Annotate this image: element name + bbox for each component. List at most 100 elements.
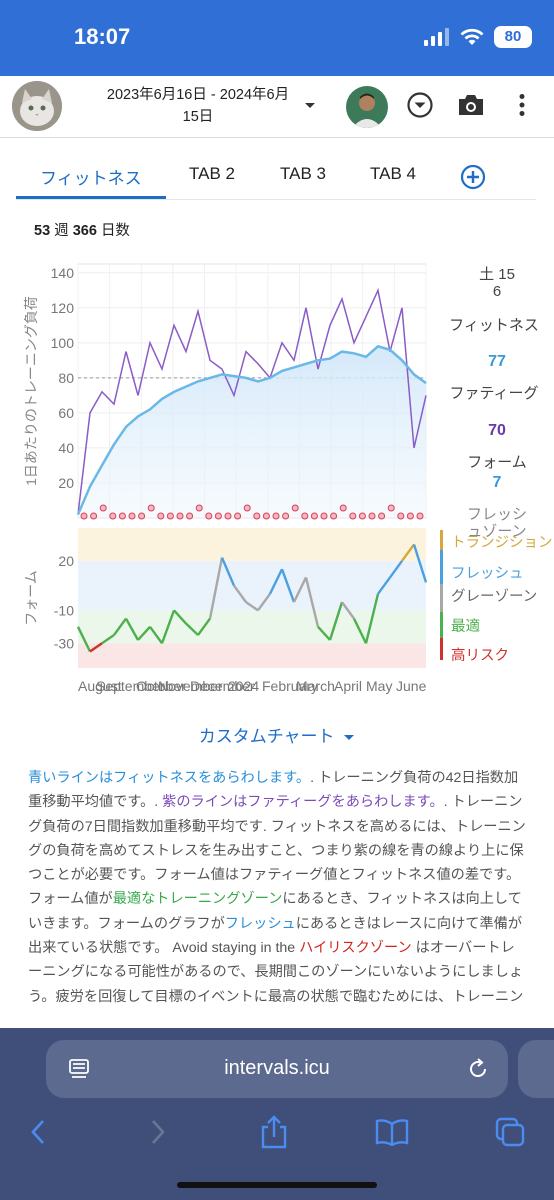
x-tick-label: December xyxy=(190,678,255,694)
form-line-segment xyxy=(304,577,320,628)
fitness-chart[interactable]: 20 40 60 80 100 120 140 20 -10 -30 トランジションフレッシュグレ… xyxy=(0,252,554,697)
form-line-segment xyxy=(280,568,296,603)
explain-text-5: はオーバートレーニングになる可能性があるので、長期間このゾーンにいないようにしま… xyxy=(28,940,524,1005)
event-marker xyxy=(234,512,242,520)
reader-mode-icon[interactable] xyxy=(68,1058,90,1080)
forward-icon xyxy=(138,1112,178,1152)
explain-text-1: . トレーニング負荷の42日指数加重移動平均値です。. xyxy=(28,770,519,811)
tab-4[interactable]: TAB 4 xyxy=(370,164,416,183)
active-tab-indicator xyxy=(16,196,166,199)
weeks-count: 53 xyxy=(34,223,51,239)
event-marker xyxy=(90,512,98,520)
add-tab-icon[interactable] xyxy=(460,164,486,190)
event-marker xyxy=(80,512,88,520)
tab-2[interactable]: TAB 2 xyxy=(189,164,235,183)
event-marker xyxy=(128,512,136,520)
y-tick-label: 40 xyxy=(58,440,74,456)
form-line-segment xyxy=(389,560,403,579)
event-marker xyxy=(310,512,318,520)
y-tick-label: 140 xyxy=(51,265,75,281)
event-marker xyxy=(282,512,290,520)
x-tick-label: March xyxy=(296,678,335,694)
event-marker xyxy=(349,512,357,520)
event-marker xyxy=(186,512,194,520)
form-line-segment xyxy=(149,626,163,645)
x-tick-label: February xyxy=(262,678,318,694)
form-y-tick-label: -30 xyxy=(54,635,74,651)
form-line-segment xyxy=(76,626,92,653)
chart-explanation: 青いラインはフィットネスをあらわします。. トレーニング負荷の42日指数加重移動… xyxy=(28,766,528,1009)
load-axis-label: 1日あたりのトレーニング負荷 xyxy=(23,296,39,486)
y-tick-label: 120 xyxy=(51,300,75,316)
event-marker xyxy=(406,512,414,520)
x-tick-label: 2024 xyxy=(228,678,259,694)
share-icon[interactable] xyxy=(254,1112,294,1152)
form-line-segment xyxy=(173,609,187,625)
menu-dropdown-icon[interactable] xyxy=(403,88,437,122)
reload-icon[interactable] xyxy=(466,1057,490,1081)
form-line-segment xyxy=(268,568,284,595)
explain-high-risk-zone: ハイリスクゾーン xyxy=(299,940,412,957)
event-marker xyxy=(109,512,117,520)
form-line-segment xyxy=(352,618,368,644)
status-bar: 18:07 80 xyxy=(0,0,554,76)
period-summary: 53 週 366 日数 xyxy=(34,219,130,240)
form-zone-band xyxy=(78,528,426,561)
form-line-segment xyxy=(245,601,259,612)
days-count: 366 xyxy=(72,223,97,239)
fitness-area xyxy=(78,346,426,518)
tab-bar: フィットネス TAB 2 TAB 3 TAB 4 xyxy=(16,158,536,200)
event-marker xyxy=(387,504,395,512)
chevron-down-icon[interactable] xyxy=(304,102,316,110)
wifi-icon xyxy=(460,28,484,45)
zone-label: 高リスク xyxy=(451,647,509,664)
fitness-line xyxy=(76,344,427,515)
x-tick-label: September xyxy=(96,678,165,694)
url-text[interactable]: intervals.icu xyxy=(224,1057,330,1079)
y-tick-label: 100 xyxy=(51,335,75,351)
fatigue-label: ファティーグ xyxy=(449,385,539,402)
next-tab-preview[interactable] xyxy=(518,1040,554,1098)
tab-3[interactable]: TAB 3 xyxy=(280,164,326,183)
back-icon[interactable] xyxy=(18,1112,58,1152)
event-marker xyxy=(166,512,174,520)
event-marker xyxy=(330,512,338,520)
fitness-value: 77 xyxy=(488,353,506,370)
form-line-segment xyxy=(257,593,271,612)
form-line-segment xyxy=(328,601,344,641)
event-marker xyxy=(358,512,366,520)
explain-fitness-line: 青いラインはフィットネスをあらわします。 xyxy=(28,770,311,786)
tabs-icon[interactable] xyxy=(490,1112,530,1152)
event-marker xyxy=(291,504,299,512)
explain-fatigue-line: 紫のラインはファティーグをあらわします。 xyxy=(162,794,444,811)
tab-fitness[interactable]: フィットネス xyxy=(40,169,142,188)
event-marker xyxy=(262,512,270,520)
form-line-segment xyxy=(124,618,140,641)
zone-indicator-bar xyxy=(440,584,443,612)
event-marker xyxy=(378,512,386,520)
zone-indicator-bar xyxy=(440,530,443,550)
status-icons: 80 xyxy=(424,24,532,50)
event-marker xyxy=(416,512,424,520)
form-line-segment xyxy=(113,617,127,636)
athlete-avatar[interactable] xyxy=(12,81,62,131)
form-value: 7 xyxy=(492,474,502,491)
selected-date: 土 15 6 xyxy=(479,266,515,300)
event-marker xyxy=(339,504,347,512)
form-zone-band xyxy=(78,560,426,611)
zone-indicator-bar xyxy=(440,550,443,584)
form-axis-label: フォーム xyxy=(23,570,39,626)
more-options-icon[interactable] xyxy=(505,88,539,122)
camera-icon[interactable] xyxy=(454,88,488,122)
x-tick-label: June xyxy=(396,678,427,694)
form-line-segment xyxy=(377,576,391,595)
form-line-segment xyxy=(412,544,428,583)
battery-indicator: 80 xyxy=(494,26,532,48)
user-avatar[interactable] xyxy=(346,86,388,128)
form-line-segment xyxy=(101,634,115,645)
custom-chart-dropdown[interactable]: カスタムチャート xyxy=(0,722,554,747)
x-tick-label: August xyxy=(78,678,122,694)
bookmarks-icon[interactable] xyxy=(372,1112,412,1152)
address-bar[interactable]: intervals.icu xyxy=(46,1040,508,1098)
date-range-selector[interactable]: 2023年6月16日 - 2024年6月15日 xyxy=(106,87,290,125)
